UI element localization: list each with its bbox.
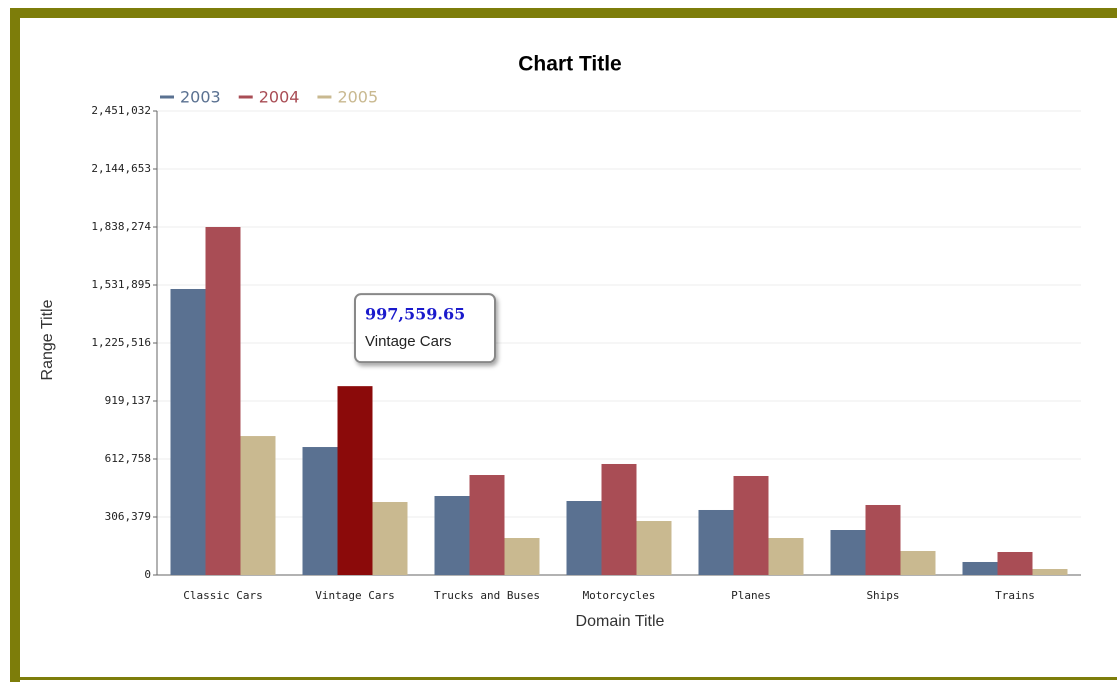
y-tick-label: 2,451,032 (91, 104, 151, 117)
bar (733, 475, 769, 575)
bar (830, 530, 866, 575)
bar (337, 386, 373, 575)
x-tick-label: Trucks and Buses (434, 589, 540, 602)
legend-label: 2003 (180, 88, 221, 107)
legend-label: 2004 (259, 88, 300, 107)
bar (997, 551, 1033, 575)
bar (240, 436, 276, 575)
y-tick-label: 0 (144, 568, 151, 581)
y-tick-label: 1,838,274 (91, 220, 151, 233)
x-tick-label: Motorcycles (583, 589, 656, 602)
chart-title: Chart Title (518, 53, 621, 76)
x-tick-label: Planes (731, 589, 771, 602)
tooltip-category: Vintage Cars (365, 333, 451, 350)
bar (170, 288, 206, 575)
bar (372, 502, 408, 575)
bar (865, 504, 901, 575)
tooltip: 997,559.65 Vintage Cars (354, 293, 496, 364)
tooltip-box (354, 293, 496, 364)
frame-top (10, 8, 1117, 18)
y-tick-label: 2,144,653 (91, 162, 151, 175)
bar (469, 475, 505, 575)
bar (1032, 568, 1068, 575)
bar (566, 500, 602, 575)
frame-left (10, 8, 20, 682)
bar (900, 550, 936, 575)
x-tick-label: Ships (866, 589, 899, 602)
bar (434, 496, 470, 575)
y-axis-title: Range Title (39, 299, 56, 380)
x-axis-title: Domain Title (576, 613, 665, 630)
bar (768, 538, 804, 575)
y-tick-label: 612,758 (105, 452, 151, 465)
bar (636, 521, 672, 575)
x-tick-label: Vintage Cars (315, 589, 394, 602)
y-tick-label: 1,531,895 (91, 278, 151, 291)
legend-label: 2005 (337, 88, 378, 107)
bar (302, 447, 338, 575)
y-tick-label: 1,225,516 (91, 336, 151, 349)
x-tick-label: Classic Cars (183, 589, 262, 602)
bar (601, 463, 637, 575)
y-tick-label: 306,379 (105, 510, 151, 523)
bar (698, 509, 734, 575)
frame-bottom (10, 677, 1117, 680)
tooltip-value: 997,559.65 (365, 305, 465, 324)
bar (504, 538, 540, 575)
x-tick-label: Trains (995, 589, 1035, 602)
bar (962, 561, 998, 575)
bar (205, 227, 241, 575)
y-tick-label: 919,137 (105, 394, 151, 407)
